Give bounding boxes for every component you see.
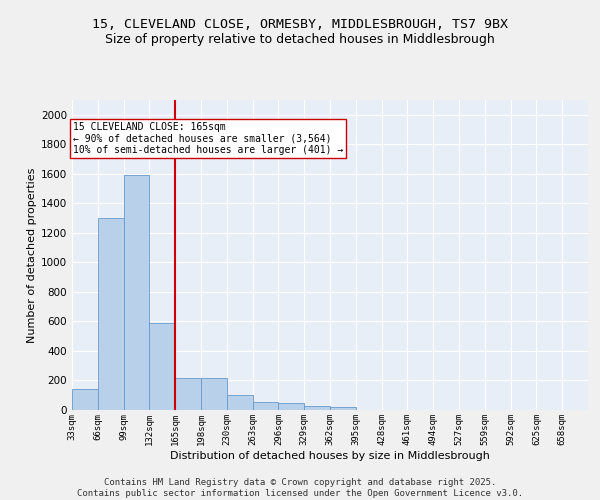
Bar <box>149 323 175 410</box>
X-axis label: Distribution of detached houses by size in Middlesbrough: Distribution of detached houses by size … <box>170 450 490 460</box>
Bar <box>330 407 356 410</box>
Text: 15, CLEVELAND CLOSE, ORMESBY, MIDDLESBROUGH, TS7 9BX: 15, CLEVELAND CLOSE, ORMESBY, MIDDLESBRO… <box>92 18 508 30</box>
Bar <box>201 378 227 410</box>
Bar <box>253 402 278 410</box>
Text: 15 CLEVELAND CLOSE: 165sqm
← 90% of detached houses are smaller (3,564)
10% of s: 15 CLEVELAND CLOSE: 165sqm ← 90% of deta… <box>73 122 344 156</box>
Bar <box>227 395 253 410</box>
Text: Size of property relative to detached houses in Middlesbrough: Size of property relative to detached ho… <box>105 32 495 46</box>
Bar <box>278 404 304 410</box>
Bar <box>98 218 124 410</box>
Bar <box>72 390 98 410</box>
Bar <box>175 378 201 410</box>
Y-axis label: Number of detached properties: Number of detached properties <box>27 168 37 342</box>
Text: Contains HM Land Registry data © Crown copyright and database right 2025.
Contai: Contains HM Land Registry data © Crown c… <box>77 478 523 498</box>
Bar <box>124 176 149 410</box>
Bar <box>304 406 330 410</box>
